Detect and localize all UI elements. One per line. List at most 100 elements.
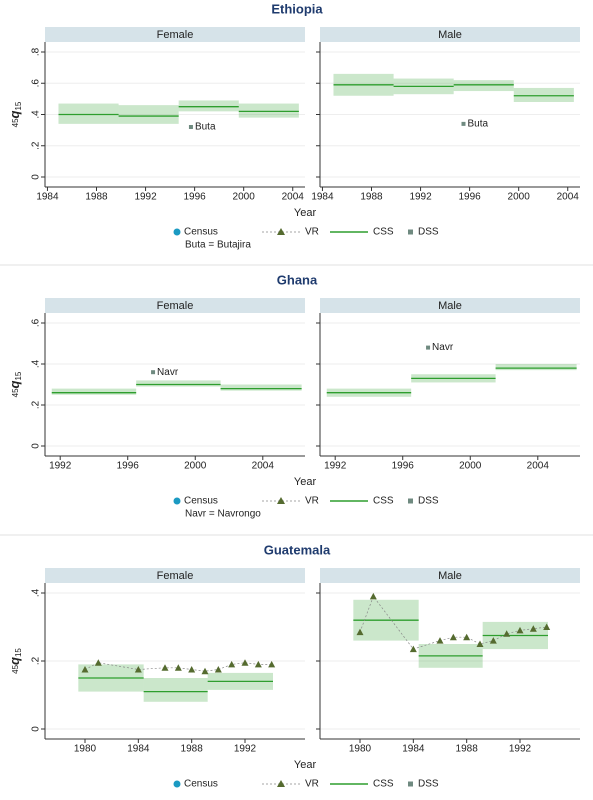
- legend-marker: [408, 781, 413, 787]
- y-tick-label: .2: [31, 656, 42, 665]
- css-interval: [136, 380, 221, 387]
- x-tick-label: 1980: [74, 744, 97, 755]
- x-tick-label: 1984: [311, 192, 334, 203]
- vr-point: [436, 637, 444, 644]
- panel-title: Male: [438, 300, 462, 312]
- vr-point: [369, 592, 377, 600]
- y-tick-label: .4: [31, 588, 42, 597]
- y-tick-label: 0: [31, 174, 42, 180]
- vr-point: [241, 659, 249, 666]
- css-interval: [178, 100, 239, 112]
- legend-label: DSS: [418, 227, 439, 238]
- legend-label: CSS: [373, 227, 394, 238]
- legend-marker: [173, 228, 181, 236]
- dss-label: Navr: [157, 367, 179, 378]
- vr-point: [254, 660, 262, 668]
- legend-label: Census: [184, 779, 218, 790]
- panel-title: Female: [157, 570, 194, 582]
- y-tick-label: .4: [31, 110, 42, 119]
- legend-label: Census: [184, 227, 218, 238]
- y-axis-label-part: q: [7, 110, 22, 118]
- legend-label: Census: [184, 496, 218, 507]
- css-interval: [453, 80, 514, 92]
- vr-point: [134, 666, 142, 673]
- y-axis-label: 45q15: [7, 648, 23, 674]
- legend-label: DSS: [418, 496, 439, 507]
- panel-strip: [320, 27, 580, 42]
- x-tick-label: 1996: [392, 461, 415, 472]
- x-axis-label: Year: [294, 207, 317, 219]
- x-tick-label: 1992: [509, 744, 532, 755]
- vr-point: [201, 667, 209, 675]
- x-tick-label: 1980: [349, 744, 372, 755]
- x-tick-label: 2000: [459, 461, 482, 472]
- panel-title: Female: [157, 300, 194, 312]
- y-tick-label: 0: [31, 726, 42, 732]
- vr-point: [174, 664, 182, 671]
- x-tick-label: 1996: [183, 192, 206, 203]
- y-axis-label-part: 45: [11, 118, 20, 127]
- vr-point: [503, 630, 511, 637]
- section-title: Ethiopia: [271, 1, 323, 16]
- vr-point: [94, 659, 102, 666]
- vr-point: [228, 660, 236, 668]
- dss-label: Buta: [195, 122, 216, 133]
- dss-point: [461, 121, 466, 126]
- x-tick-label: 1984: [402, 744, 425, 755]
- x-tick-label: 1984: [36, 192, 59, 203]
- dss-point: [188, 125, 193, 129]
- panel-title: Male: [438, 29, 462, 41]
- section-title: Ghana: [277, 272, 318, 287]
- legend-marker: [408, 498, 413, 504]
- y-axis-label-part: 15: [14, 101, 23, 110]
- vr-point: [81, 666, 89, 673]
- x-axis-label: Year: [294, 759, 317, 771]
- vr-point: [449, 633, 457, 641]
- vr-point: [543, 623, 551, 630]
- y-tick-label: .4: [31, 359, 42, 368]
- x-tick-label: 2004: [557, 192, 580, 203]
- y-tick-label: .2: [31, 141, 42, 150]
- y-axis-label-part: 15: [14, 648, 23, 657]
- vr-point: [214, 666, 222, 673]
- x-tick-label: 2000: [508, 192, 531, 203]
- y-axis-label-part: q: [7, 380, 22, 388]
- section-title: Guatemala: [264, 542, 331, 557]
- y-axis-label-part: 45: [11, 388, 20, 397]
- y-tick-label: .6: [31, 318, 42, 327]
- dss-label: Navr: [432, 342, 454, 353]
- vr-point: [529, 625, 537, 632]
- y-axis-label-part: 45: [11, 664, 20, 673]
- legend-marker: [173, 780, 181, 788]
- x-tick-label: 2000: [233, 192, 256, 203]
- x-tick-label: 1984: [127, 744, 150, 755]
- y-tick-label: .6: [31, 79, 42, 88]
- y-tick-label: 0: [31, 443, 42, 449]
- x-tick-label: 1996: [458, 192, 481, 203]
- panel-strip: [45, 27, 305, 42]
- panel-strip: [45, 568, 305, 583]
- vr-point: [268, 660, 276, 668]
- panel-title: Female: [157, 29, 194, 41]
- vr-point: [516, 626, 524, 634]
- css-interval: [143, 678, 208, 702]
- legend-marker: [277, 497, 285, 504]
- legend-note: Buta = Butajira: [185, 240, 251, 251]
- vr-point: [476, 640, 484, 647]
- y-tick-label: .2: [31, 400, 42, 409]
- dss-point: [151, 370, 156, 375]
- css-interval: [238, 103, 299, 118]
- vr-point: [161, 664, 169, 671]
- legend-label: CSS: [373, 496, 394, 507]
- legend-marker: [408, 229, 413, 235]
- css-interval: [118, 105, 179, 124]
- y-axis-label: 45q15: [7, 371, 23, 397]
- y-axis-label-part: q: [7, 657, 22, 665]
- vr-point: [356, 628, 364, 636]
- x-tick-label: 1988: [456, 744, 479, 755]
- x-tick-label: 1992: [409, 192, 432, 203]
- x-tick-label: 2004: [282, 192, 305, 203]
- vr-point: [463, 633, 471, 641]
- x-tick-label: 2004: [252, 461, 275, 472]
